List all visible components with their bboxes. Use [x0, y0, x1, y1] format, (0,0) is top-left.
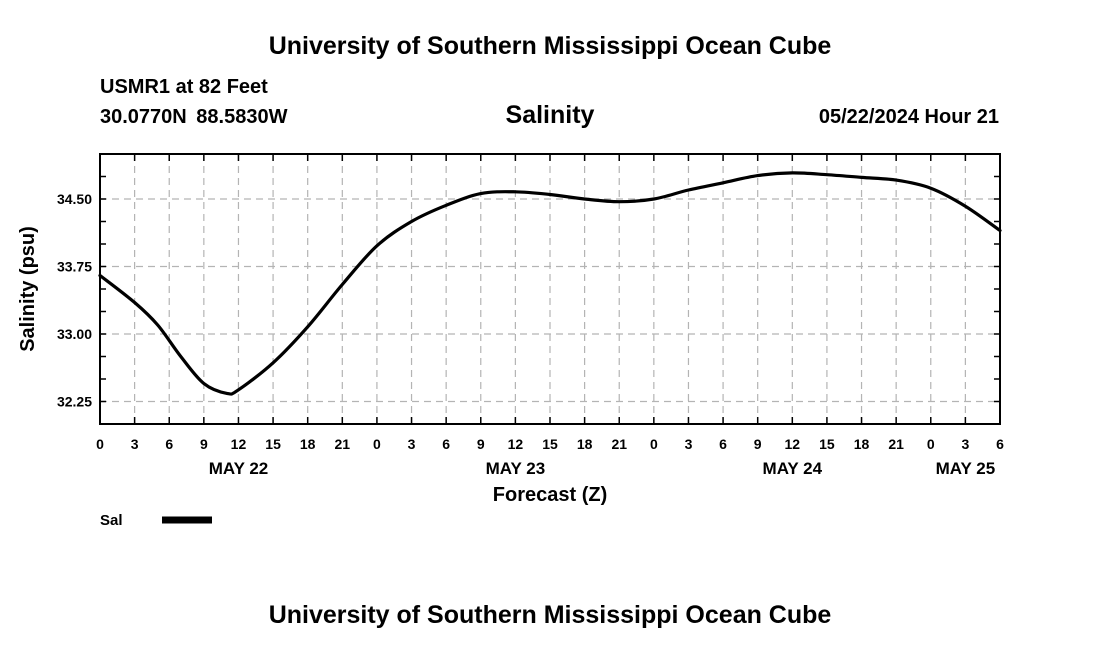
station-name: USMR1 at 82 Feet	[100, 76, 268, 98]
y-tick-label: 33.00	[57, 326, 92, 342]
x-tick-label: 18	[854, 436, 870, 452]
x-tick-label: 12	[231, 436, 247, 452]
x-tick-label: 0	[96, 436, 104, 452]
x-tick-label: 0	[373, 436, 381, 452]
x-tick-label: 15	[542, 436, 558, 452]
x-tick-label: 9	[200, 436, 208, 452]
footer-title: University of Southern Mississippi Ocean…	[268, 601, 832, 629]
x-tick-label: 6	[996, 436, 1004, 452]
x-tick-label: 12	[508, 436, 524, 452]
x-tick-label: 3	[131, 436, 139, 452]
x-axis-title: Forecast (Z)	[493, 484, 607, 506]
y-tick-label: 34.50	[57, 191, 92, 207]
x-tick-label: 3	[408, 436, 416, 452]
day-label: MAY 23	[486, 459, 546, 478]
chart-title: Salinity	[505, 101, 595, 129]
y-tick-label: 32.25	[57, 394, 92, 410]
day-label: MAY 22	[209, 459, 269, 478]
x-tick-label: 3	[685, 436, 693, 452]
x-tick-label: 21	[888, 436, 904, 452]
x-tick-label: 15	[819, 436, 835, 452]
station-coordinates: 30.0770N 88.5830W	[100, 106, 288, 128]
forecast-time: 05/22/2024 Hour 21	[818, 106, 999, 128]
day-label: MAY 25	[936, 459, 996, 478]
x-tick-label: 0	[650, 436, 658, 452]
x-tick-label: 0	[927, 436, 935, 452]
x-tick-label: 6	[165, 436, 173, 452]
legend-label-sal: Sal	[100, 512, 123, 529]
x-tick-label: 9	[477, 436, 485, 452]
x-tick-label: 21	[335, 436, 351, 452]
axis-labels: 0 3 6 9 12 15 18 21 0 3 6 9 12 15 18 21 0 3 6 9 12 15 18 21 0 3 6 3…	[57, 191, 1004, 478]
x-tick-label: 18	[300, 436, 316, 452]
x-tick-label: 6	[719, 436, 727, 452]
legend: Sal	[100, 512, 212, 529]
series-line-sal	[98, 171, 1002, 396]
y-tick-label: 33.75	[57, 259, 92, 275]
series-layer	[98, 171, 1002, 396]
x-tick-label: 18	[577, 436, 593, 452]
x-tick-label: 3	[961, 436, 969, 452]
day-label: MAY 24	[763, 459, 823, 478]
x-tick-label: 12	[785, 436, 801, 452]
grid-lines	[100, 154, 1000, 424]
x-tick-label: 15	[265, 436, 281, 452]
page-title: University of Southern Mississippi Ocean…	[268, 32, 832, 60]
x-tick-label: 21	[611, 436, 627, 452]
x-tick-label: 6	[442, 436, 450, 452]
y-axis-title: Salinity (psu)	[17, 226, 39, 352]
x-tick-label: 9	[754, 436, 762, 452]
plot-frame	[99, 153, 1001, 425]
